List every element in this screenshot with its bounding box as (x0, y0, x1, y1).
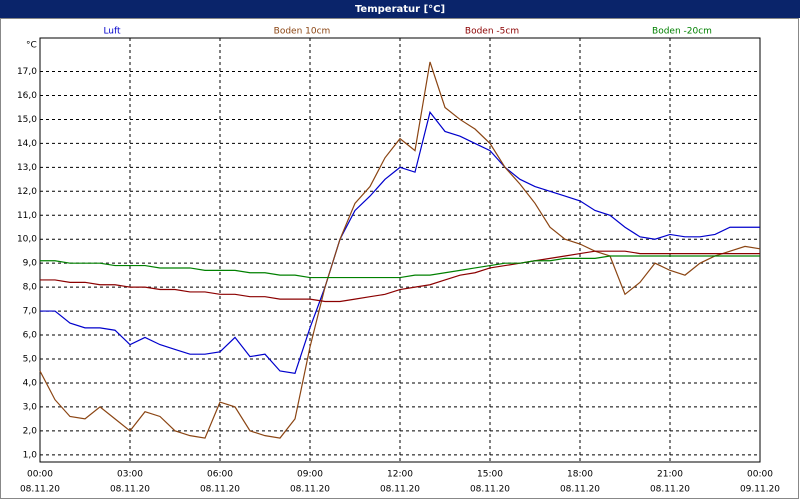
x-tick-label: 09:00 (297, 470, 323, 480)
y-tick-label: 12,0 (17, 187, 37, 197)
x-tick-date: 08.11.20 (110, 485, 150, 495)
y-tick-label: 9,0 (23, 259, 38, 269)
y-tick-label: 16,0 (17, 91, 37, 101)
y-tick-label: 17,0 (17, 67, 37, 77)
plot-frame (39, 37, 761, 463)
y-tick-label: 4,0 (23, 378, 38, 388)
x-tick-date: 08.11.20 (20, 485, 60, 495)
legend-entry: Boden -5cm (465, 27, 519, 37)
x-tick-date: 08.11.20 (200, 485, 240, 495)
x-tick-label: 21:00 (657, 470, 683, 480)
y-tick-label: 13,0 (17, 163, 37, 173)
y-tick-label: 5,0 (23, 354, 38, 364)
x-tick-label: 03:00 (117, 470, 143, 480)
y-tick-label: 1,0 (23, 450, 38, 460)
legend-entry: Boden -20cm (652, 27, 712, 37)
x-tick-date: 09.11.20 (740, 485, 780, 495)
x-tick-date: 08.11.20 (470, 485, 510, 495)
y-unit: °C (26, 41, 37, 51)
y-tick-label: 3,0 (23, 402, 38, 412)
window-border (0, 18, 799, 499)
x-tick-label: 18:00 (567, 470, 593, 480)
x-tick-label: 12:00 (387, 470, 413, 480)
x-tick-date: 08.11.20 (650, 485, 690, 495)
x-tick-label: 00:00 (747, 470, 773, 480)
y-tick-label: 15,0 (17, 115, 37, 125)
title-bar (0, 0, 800, 18)
series-line (40, 250, 760, 303)
x-tick-date: 08.11.20 (290, 485, 330, 495)
y-tick-label: 8,0 (23, 283, 38, 293)
y-tick-label: 14,0 (17, 139, 37, 149)
y-tick-label: 6,0 (23, 331, 38, 341)
y-tick-label: 11,0 (17, 211, 37, 221)
legend-entry: Luft (103, 27, 121, 37)
series-line (40, 255, 760, 279)
series-line (39, 61, 761, 439)
x-tick-date: 08.11.20 (560, 485, 600, 495)
series-line (40, 110, 760, 375)
x-tick-label: 15:00 (477, 470, 503, 480)
y-tick-label: 7,0 (23, 307, 38, 317)
legend-entry: Boden 10cm (274, 27, 331, 37)
x-tick-label: 00:00 (27, 470, 53, 480)
chart-title: Temperatur [°C] (355, 4, 445, 15)
x-tick-label: 06:00 (207, 470, 233, 480)
x-tick-date: 08.11.20 (380, 485, 420, 495)
y-tick-label: 2,0 (23, 426, 38, 436)
y-tick-label: 10,0 (17, 235, 37, 245)
